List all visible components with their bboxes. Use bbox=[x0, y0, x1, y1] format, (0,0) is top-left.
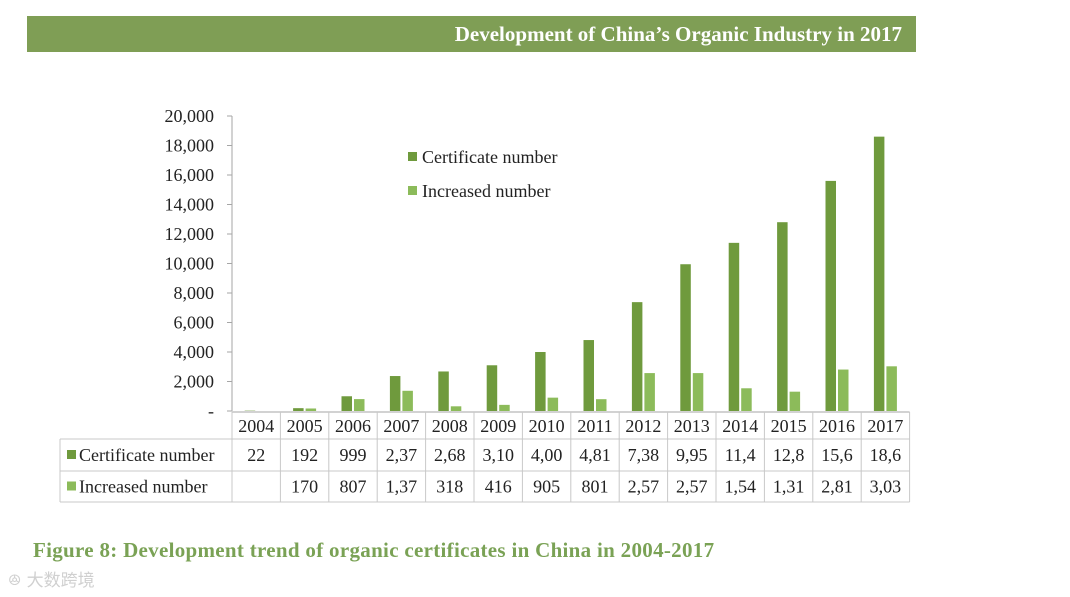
bar-increased-2015 bbox=[789, 391, 801, 411]
y-tick-label: 8,000 bbox=[174, 283, 215, 303]
chart-banner: Development of China’s Organic Industry … bbox=[27, 16, 916, 52]
x-tick-label: 2013 bbox=[674, 416, 710, 436]
x-tick-label: 2008 bbox=[432, 416, 468, 436]
x-tick-label: 2004 bbox=[238, 416, 274, 436]
data-label: 2,57 bbox=[676, 477, 708, 497]
legend-swatch-1 bbox=[408, 152, 417, 161]
data-label: 3,10 bbox=[482, 445, 514, 465]
bar-certificate-2016 bbox=[825, 180, 836, 411]
data-label: 2,57 bbox=[628, 477, 660, 497]
data-label: 318 bbox=[436, 477, 463, 497]
bar-increased-2017 bbox=[886, 366, 897, 411]
data-label: 12,8 bbox=[773, 445, 805, 465]
bar-increased-2007 bbox=[402, 390, 413, 411]
bar-certificate-2006 bbox=[341, 396, 352, 411]
data-label: 1,54 bbox=[724, 477, 756, 497]
x-tick-label: 2017 bbox=[867, 416, 903, 436]
y-tick-label: 10,000 bbox=[165, 254, 215, 274]
x-tick-label: 2012 bbox=[625, 416, 661, 436]
bar-certificate-2015 bbox=[777, 222, 788, 411]
legend-label-1: Certificate number bbox=[422, 147, 557, 167]
x-tick-label: 2005 bbox=[287, 416, 323, 436]
data-label: 18,6 bbox=[870, 445, 902, 465]
data-label: 192 bbox=[291, 445, 318, 465]
bar-certificate-2011 bbox=[583, 340, 594, 411]
data-label: 905 bbox=[533, 477, 560, 497]
data-label: 999 bbox=[340, 445, 367, 465]
x-tick-label: 2010 bbox=[529, 416, 565, 436]
data-label: 1,37 bbox=[386, 477, 418, 497]
legend-swatch-2 bbox=[408, 186, 417, 195]
bar-increased-2011 bbox=[596, 399, 607, 411]
bar-increased-2008 bbox=[450, 406, 462, 411]
watermark-text: 大数跨境 bbox=[26, 571, 95, 591]
y-tick-label: 12,000 bbox=[165, 224, 215, 244]
bar-increased-2009 bbox=[499, 404, 510, 411]
data-label: 801 bbox=[582, 477, 609, 497]
y-tick-label: 16,000 bbox=[165, 165, 215, 185]
watermark-logo-icon: ꔮ bbox=[8, 571, 27, 591]
y-tick-label: 18,000 bbox=[165, 136, 215, 156]
table-legend-swatch-2 bbox=[67, 481, 76, 491]
bar-increased-2010 bbox=[547, 397, 559, 411]
x-tick-label: 2015 bbox=[771, 416, 807, 436]
y-tick-label: 20,000 bbox=[165, 106, 215, 126]
bar-certificate-2012 bbox=[631, 302, 643, 411]
x-tick-label: 2016 bbox=[819, 416, 855, 436]
watermark: ꔮ 大数跨境 bbox=[8, 566, 95, 591]
bar-certificate-2010 bbox=[535, 352, 546, 411]
bar-increased-2006 bbox=[354, 399, 365, 411]
y-tick-label: - bbox=[208, 401, 214, 421]
x-tick-label: 2011 bbox=[577, 416, 612, 436]
y-tick-label: 14,000 bbox=[165, 195, 215, 215]
bar-increased-2012 bbox=[644, 373, 655, 411]
bar-increased-2016 bbox=[838, 369, 849, 411]
x-tick-label: 2014 bbox=[722, 416, 758, 436]
y-tick-label: 2,000 bbox=[174, 372, 215, 392]
data-label: 7,38 bbox=[628, 445, 660, 465]
y-tick-label: 4,000 bbox=[174, 342, 215, 362]
bar-certificate-2008 bbox=[438, 371, 449, 411]
bar-certificate-2014 bbox=[728, 242, 740, 411]
data-label: 1,31 bbox=[773, 477, 805, 497]
data-label: 2,68 bbox=[434, 445, 466, 465]
x-tick-label: 2009 bbox=[480, 416, 516, 436]
y-tick-label: 6,000 bbox=[174, 313, 215, 333]
data-label: 15,6 bbox=[821, 445, 853, 465]
figure-caption: Figure 8: Development trend of organic c… bbox=[33, 538, 715, 562]
bar-increased-2005 bbox=[305, 408, 317, 411]
bar-certificate-2017 bbox=[873, 136, 885, 411]
data-label: 2,37 bbox=[386, 445, 418, 465]
legend-label-2: Increased number bbox=[422, 181, 550, 201]
table-legend-swatch-1 bbox=[67, 450, 76, 459]
bar-certificate-2005 bbox=[293, 408, 304, 411]
data-label: 3,03 bbox=[870, 477, 902, 497]
data-label: 2,81 bbox=[821, 477, 853, 497]
banner-title: Development of China’s Organic Industry … bbox=[454, 21, 902, 46]
data-label: 4,00 bbox=[531, 445, 563, 465]
table-row-label-2: Increased number bbox=[79, 477, 207, 497]
bar-increased-2013 bbox=[692, 373, 704, 411]
data-label: 807 bbox=[340, 477, 367, 497]
table-row-label-1: Certificate number bbox=[79, 445, 214, 465]
data-label: 11,4 bbox=[725, 445, 756, 465]
bar-certificate-2007 bbox=[389, 376, 401, 411]
data-label: 22 bbox=[247, 445, 265, 465]
data-label: 416 bbox=[485, 477, 512, 497]
data-label: 4,81 bbox=[579, 445, 611, 465]
bar-certificate-2009 bbox=[486, 365, 498, 411]
bar-increased-2014 bbox=[741, 388, 752, 411]
data-label: 9,95 bbox=[676, 445, 708, 465]
bar-certificate-2013 bbox=[680, 264, 691, 411]
x-tick-label: 2006 bbox=[335, 416, 371, 436]
data-label: 170 bbox=[291, 477, 318, 497]
x-tick-label: 2007 bbox=[383, 416, 419, 436]
